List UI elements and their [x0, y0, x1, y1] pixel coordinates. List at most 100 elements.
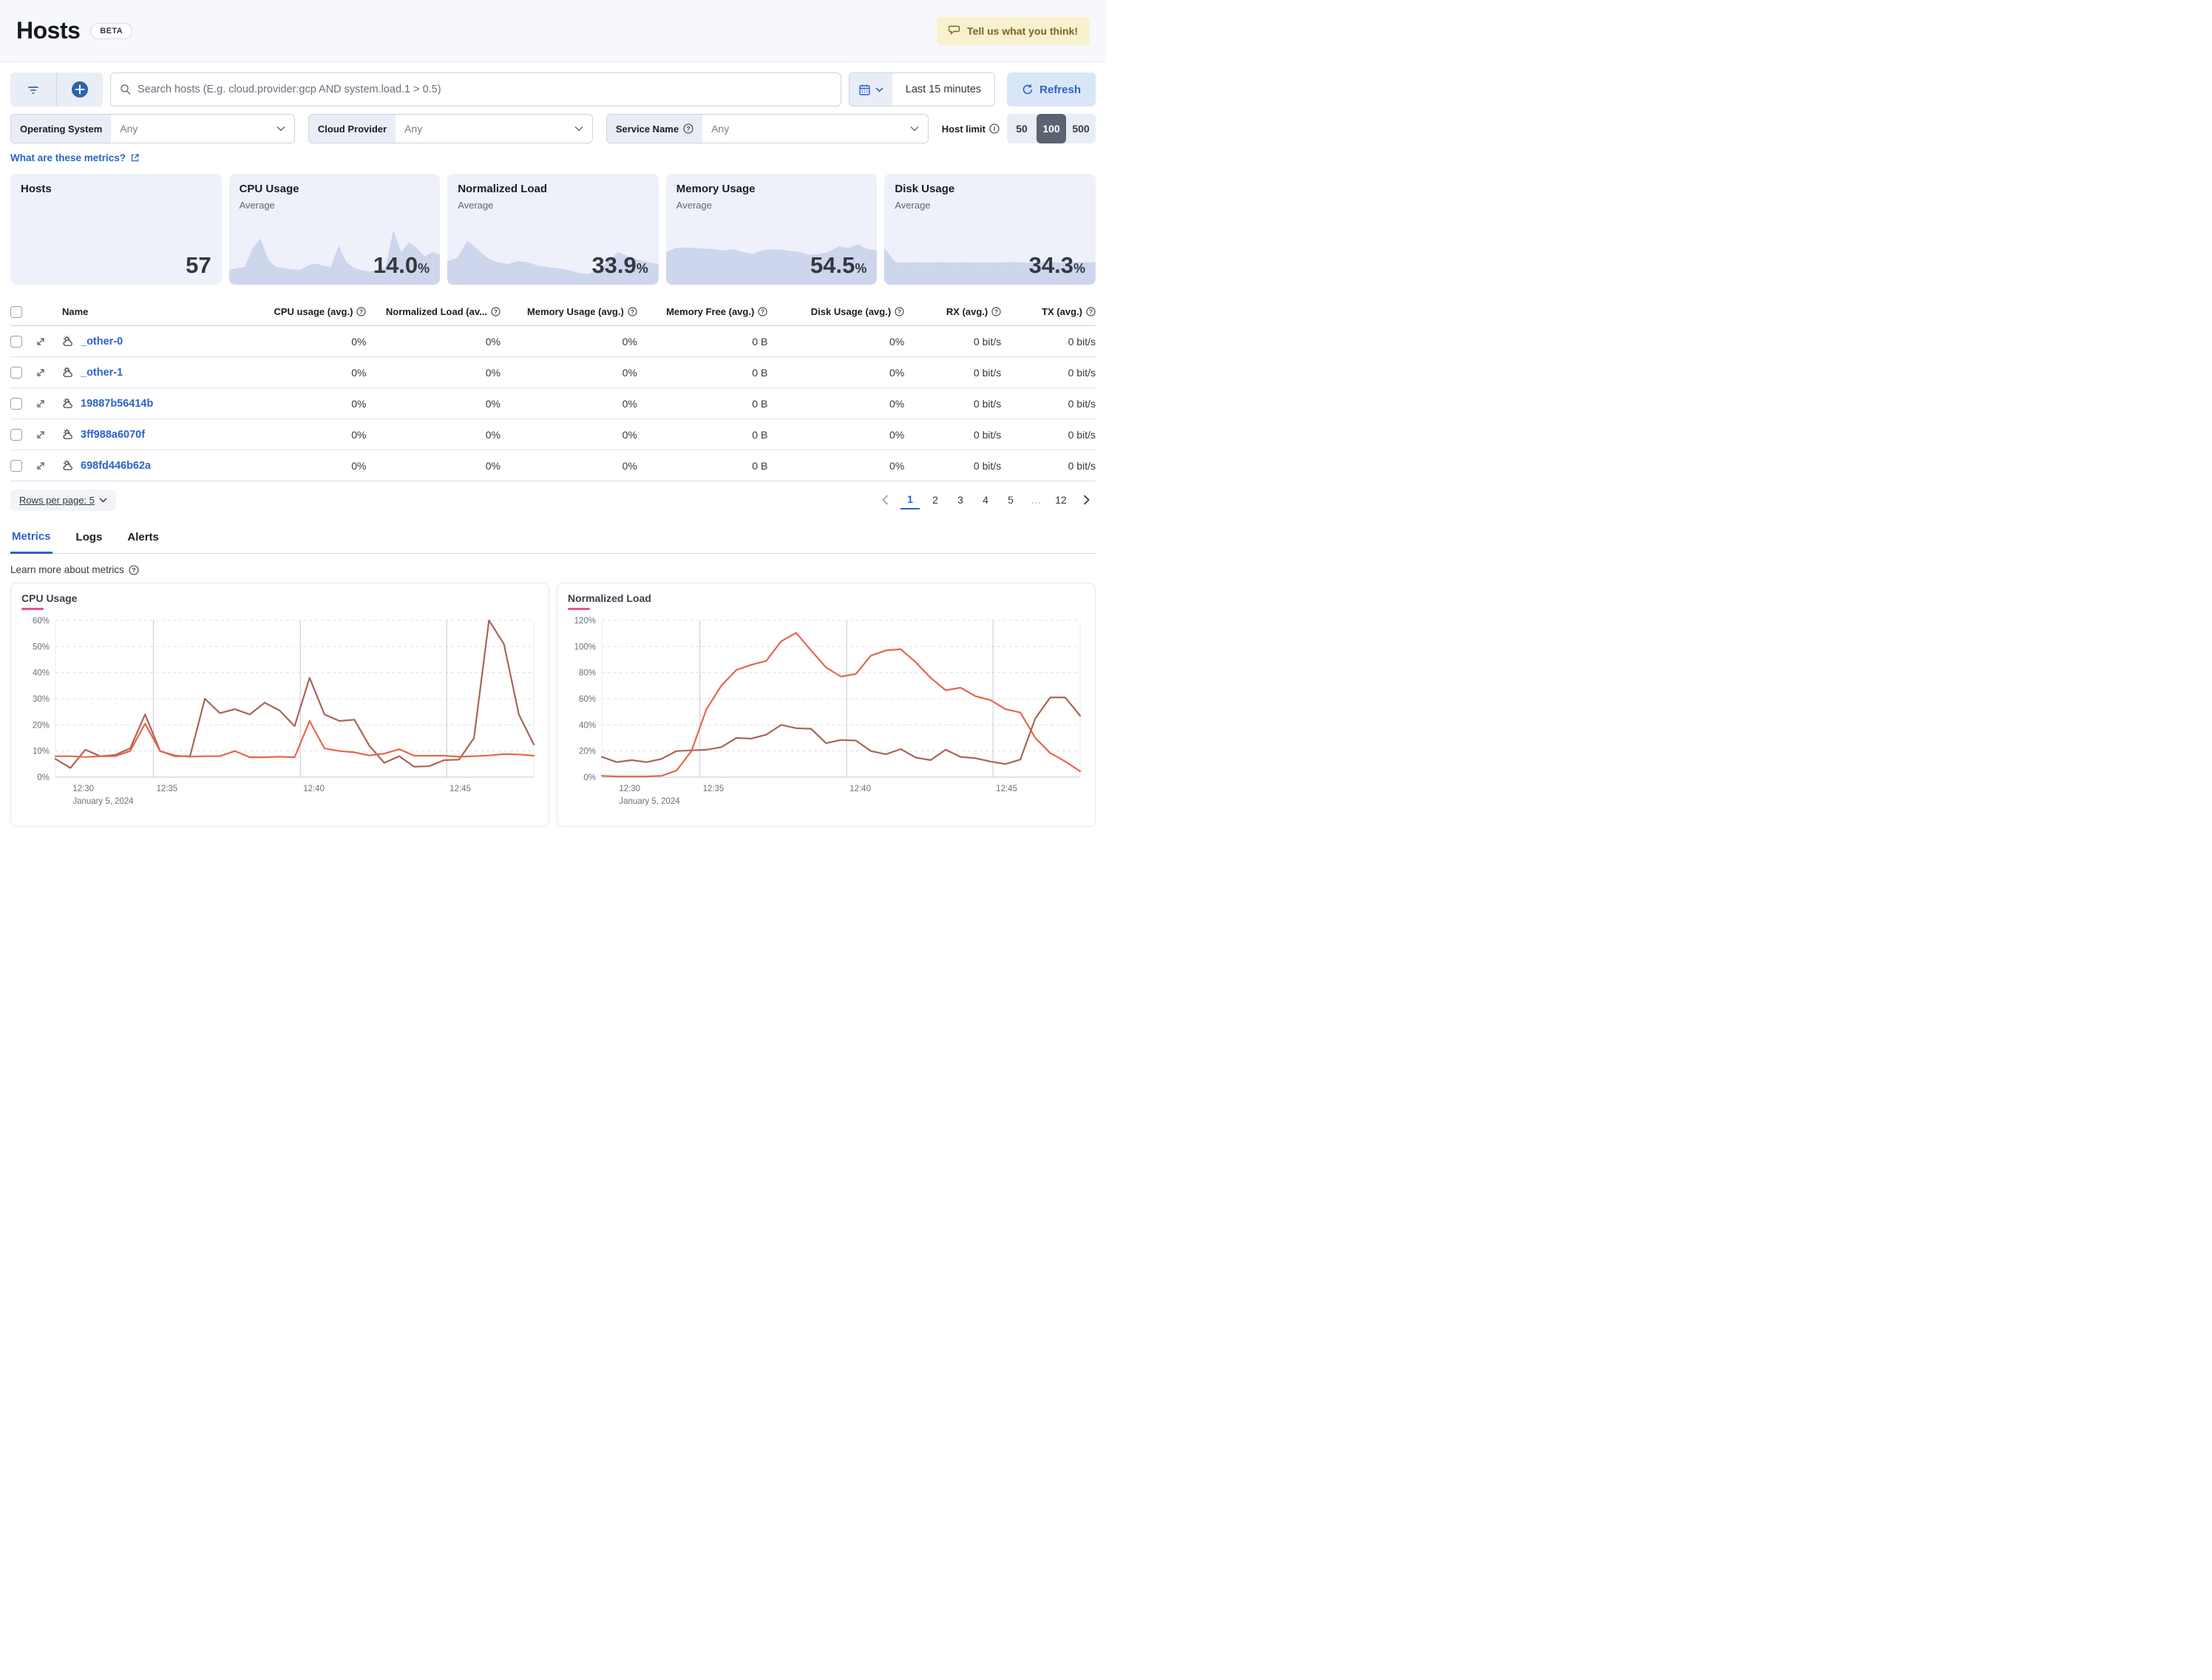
cpu-usage-chart-panel[interactable]: CPU Usage 0% 10% 20% 30% 40% 50% 60% 12:30 Janua…: [10, 583, 549, 827]
normalized-load-chart-panel[interactable]: Normalized Load 0% 20% 40% 60% 80% 100% 120% 12…: [557, 583, 1096, 827]
select-all-checkbox[interactable]: [10, 305, 22, 318]
host-limit-500[interactable]: 500: [1066, 114, 1096, 143]
feedback-button[interactable]: Tell us what you think!: [937, 16, 1090, 45]
page-3[interactable]: 3: [951, 490, 970, 509]
column-memory-free[interactable]: Memory Free (avg.) ?: [637, 306, 767, 317]
row-checkbox[interactable]: [10, 459, 22, 472]
host-icon: [63, 336, 72, 346]
chevron-right-icon: [1083, 495, 1090, 505]
svg-text:20%: 20%: [33, 721, 50, 730]
tile-subtitle: Average: [676, 200, 712, 211]
tab-alerts[interactable]: Alerts: [126, 526, 160, 553]
page-5[interactable]: 5: [1001, 490, 1020, 509]
host-limit-50[interactable]: 50: [1007, 114, 1037, 143]
expand-icon: [37, 337, 44, 345]
speech-bubble-icon: [948, 24, 961, 38]
filter-icon: [28, 87, 38, 94]
host-name-link[interactable]: _other-0: [81, 335, 123, 348]
cell-rx: 0 bit/s: [973, 335, 1002, 348]
expand-row-button[interactable]: [35, 461, 46, 471]
add-filter-button[interactable]: [57, 72, 103, 106]
page-4[interactable]: 4: [976, 490, 995, 509]
cloud-provider-select[interactable]: Cloud Provider Any: [308, 114, 593, 143]
operating-system-label: Operating System: [11, 115, 112, 143]
page-2[interactable]: 2: [926, 490, 945, 509]
svg-text:40%: 40%: [579, 721, 596, 730]
host-name-link[interactable]: 3ff988a6070f: [81, 428, 146, 441]
host-name-link[interactable]: 698fd446b62a: [81, 459, 152, 472]
expand-row-button[interactable]: [35, 336, 46, 347]
what-are-these-metrics-link[interactable]: What are these metrics?: [10, 152, 140, 163]
operating-system-value: Any: [120, 123, 138, 135]
tile-disk-usage[interactable]: Disk Usage Average 34.3%: [884, 174, 1096, 285]
refresh-button[interactable]: Refresh: [1007, 72, 1096, 106]
svg-text:12:30: 12:30: [619, 785, 640, 793]
chevron-down-icon: [910, 126, 919, 132]
column-rx[interactable]: RX (avg.) ?: [904, 306, 1001, 317]
tile-hosts-count[interactable]: Hosts 57: [10, 174, 222, 285]
tile-cpu-usage[interactable]: CPU Usage Average 14.0%: [228, 174, 441, 285]
tile-value: 54.5%: [810, 252, 867, 278]
search-input[interactable]: [138, 84, 832, 95]
page-header: Hosts BETA Tell us what you think!: [0, 0, 1106, 62]
page-12[interactable]: 12: [1051, 490, 1071, 509]
help-icon[interactable]: ?: [129, 564, 139, 575]
cell-memory: 0%: [622, 366, 637, 379]
cell-disk: 0%: [889, 459, 905, 472]
page-1[interactable]: 1: [900, 490, 920, 509]
host-name-link[interactable]: 19887b56414b: [81, 397, 154, 410]
previous-page-button[interactable]: [875, 490, 895, 509]
column-tx[interactable]: TX (avg.) ?: [1001, 306, 1096, 317]
service-name-select[interactable]: Service Name ? Any: [605, 114, 929, 143]
expand-icon: [37, 461, 44, 470]
time-range-value[interactable]: Last 15 minutes: [905, 84, 982, 95]
expand-row-button[interactable]: [35, 430, 46, 440]
tab-logs[interactable]: Logs: [75, 526, 104, 553]
expand-icon: [37, 368, 44, 376]
svg-text:?: ?: [898, 308, 901, 315]
tile-memory-usage[interactable]: Memory Usage Average 54.5%: [665, 174, 878, 285]
host-name-link[interactable]: _other-1: [81, 366, 123, 379]
cell-rx: 0 bit/s: [973, 459, 1002, 472]
service-name-label: Service Name: [615, 123, 679, 135]
svg-text:120%: 120%: [574, 617, 596, 626]
tile-title: Memory Usage: [676, 183, 756, 195]
help-icon: ?: [683, 123, 693, 134]
quick-select-menu[interactable]: [849, 73, 892, 106]
next-page-button[interactable]: [1076, 490, 1096, 509]
svg-text:12:35: 12:35: [157, 785, 178, 793]
service-name-value: Any: [711, 123, 730, 135]
host-limit-label: Host limit: [941, 123, 985, 135]
row-checkbox[interactable]: [10, 428, 22, 441]
rows-per-page-label: Rows per page: 5: [19, 494, 95, 506]
cell-tx: 0 bit/s: [1068, 428, 1096, 441]
svg-text:?: ?: [494, 308, 498, 315]
filter-button[interactable]: [10, 72, 56, 106]
tile-value: 33.9%: [591, 252, 648, 278]
row-checkbox[interactable]: [10, 397, 22, 410]
table-body: _other-0 0% 0% 0% 0 B 0% 0 bit/s 0 bit/s _other-…: [10, 326, 1096, 481]
cell-load: 0%: [485, 459, 501, 472]
sparkline-chart: [884, 226, 1096, 285]
rows-per-page-button[interactable]: Rows per page: 5: [10, 489, 116, 511]
expand-row-button[interactable]: [35, 399, 46, 409]
column-disk-usage[interactable]: Disk Usage (avg.) ?: [767, 306, 904, 317]
svg-text:January 5, 2024: January 5, 2024: [72, 797, 134, 806]
table-row: 3ff988a6070f 0% 0% 0% 0 B 0% 0 bit/s 0 bit/s: [10, 419, 1096, 450]
operating-system-select[interactable]: Operating System Any: [10, 114, 295, 143]
help-icon: ?: [491, 307, 501, 316]
expand-row-button[interactable]: [35, 368, 46, 378]
row-checkbox[interactable]: [10, 366, 22, 379]
row-checkbox[interactable]: [10, 335, 22, 348]
sparkline-chart: [447, 226, 659, 285]
tab-metrics[interactable]: Metrics: [10, 526, 52, 554]
column-cpu-usage[interactable]: CPU usage (avg.) ?: [240, 306, 367, 317]
column-normalized-load[interactable]: Normalized Load (av... ?: [366, 306, 501, 317]
cell-load: 0%: [485, 397, 501, 410]
column-name[interactable]: Name: [62, 306, 89, 317]
column-memory-usage[interactable]: Memory Usage (avg.) ?: [501, 306, 637, 317]
cell-tx: 0 bit/s: [1068, 335, 1096, 348]
cell-memory: 0%: [622, 428, 637, 441]
host-limit-100[interactable]: 100: [1037, 114, 1066, 143]
tile-normalized-load[interactable]: Normalized Load Average 33.9%: [447, 174, 659, 285]
